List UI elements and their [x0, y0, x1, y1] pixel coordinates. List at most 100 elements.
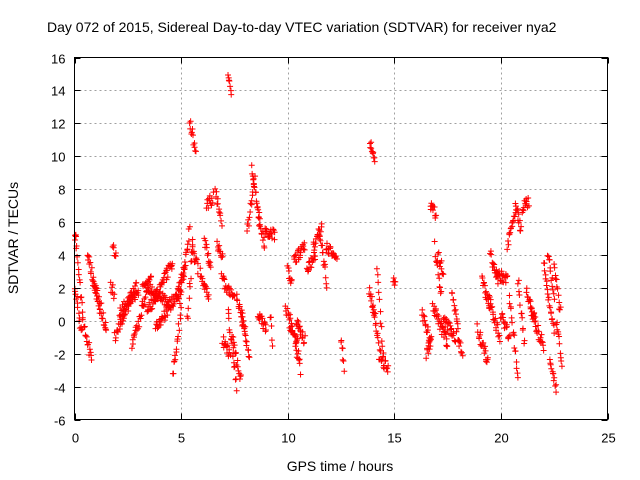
data-point — [523, 285, 530, 292]
data-point — [98, 300, 105, 307]
data-point — [519, 325, 526, 332]
data-point — [323, 284, 330, 291]
data-point — [457, 348, 464, 355]
data-point — [438, 257, 445, 264]
data-point — [135, 292, 142, 299]
x-tick-label: 0 — [72, 431, 79, 446]
chart-title: Day 072 of 2015, Sidereal Day-to-day VTE… — [47, 19, 557, 35]
data-point — [443, 315, 450, 322]
data-point — [167, 297, 174, 304]
data-point — [311, 243, 318, 250]
data-point — [259, 237, 266, 244]
data-point — [299, 334, 306, 341]
data-point — [181, 273, 188, 280]
y-tick-label: 6 — [58, 216, 65, 231]
data-point — [544, 252, 551, 259]
x-tick-labels: 0 5 10 15 20 25 — [72, 431, 616, 446]
data-point — [230, 339, 237, 346]
data-point — [231, 342, 238, 349]
data-point — [176, 279, 183, 286]
data-point — [205, 296, 212, 303]
data-point — [97, 300, 104, 307]
data-point — [268, 337, 275, 344]
data-point — [482, 347, 489, 354]
data-point — [86, 253, 93, 260]
data-point — [132, 283, 139, 290]
data-point — [250, 183, 257, 190]
data-point — [512, 348, 519, 355]
data-point — [376, 346, 383, 353]
data-point — [185, 315, 192, 322]
data-point — [527, 304, 534, 311]
data-point — [214, 200, 221, 207]
data-point — [440, 271, 447, 278]
data-point — [242, 338, 249, 345]
data-point — [384, 368, 391, 375]
data-point — [312, 252, 319, 259]
data-point — [392, 278, 399, 285]
data-point — [103, 327, 110, 334]
data-point — [256, 215, 263, 222]
data-point — [490, 311, 497, 318]
data-point — [556, 340, 563, 347]
data-point — [554, 319, 561, 326]
data-point — [532, 318, 539, 325]
data-point — [338, 338, 345, 345]
data-point — [220, 333, 227, 340]
data-point — [551, 264, 558, 271]
data-point — [483, 359, 490, 366]
data-point — [452, 311, 459, 318]
data-point — [302, 332, 309, 339]
data-point — [234, 297, 241, 304]
data-point — [374, 334, 381, 341]
data-point — [549, 286, 556, 293]
data-point — [112, 253, 119, 260]
data-point — [435, 249, 442, 256]
data-point — [175, 333, 182, 340]
data-point — [72, 231, 79, 238]
data-point — [254, 203, 261, 210]
grid-lines — [74, 57, 608, 420]
data-point — [553, 381, 560, 388]
data-point — [496, 332, 503, 339]
data-point — [288, 320, 295, 327]
y-tick-label: 2 — [58, 282, 65, 297]
data-point — [157, 283, 164, 290]
data-point — [432, 253, 439, 260]
data-point — [223, 343, 230, 350]
data-point — [205, 204, 212, 211]
data-point — [500, 314, 507, 321]
axis-ticks — [74, 57, 609, 421]
data-point — [219, 253, 226, 260]
data-point — [491, 261, 498, 268]
data-point — [492, 315, 499, 322]
data-point — [154, 325, 161, 332]
data-point — [214, 238, 221, 245]
data-point — [203, 285, 210, 292]
y-axis-title: SDTVAR / TECUs — [5, 182, 21, 294]
data-point — [288, 276, 295, 283]
data-point — [192, 148, 199, 155]
data-point — [450, 297, 457, 304]
data-point — [256, 221, 263, 228]
data-point — [552, 383, 559, 390]
data-point — [248, 162, 255, 169]
data-point — [85, 252, 92, 259]
data-point — [516, 217, 523, 224]
data-point — [230, 334, 237, 341]
data-point — [339, 356, 346, 363]
data-point — [193, 256, 200, 263]
data-point — [236, 375, 243, 382]
data-point — [131, 334, 138, 341]
data-point — [228, 91, 235, 98]
data-point — [160, 279, 167, 286]
data-point — [78, 294, 85, 301]
data-point — [327, 243, 334, 250]
data-point — [189, 249, 196, 256]
data-point — [506, 300, 513, 307]
data-point — [545, 294, 552, 301]
data-point — [116, 312, 123, 319]
data-point — [301, 246, 308, 253]
data-point — [116, 325, 123, 332]
data-point — [76, 315, 83, 322]
